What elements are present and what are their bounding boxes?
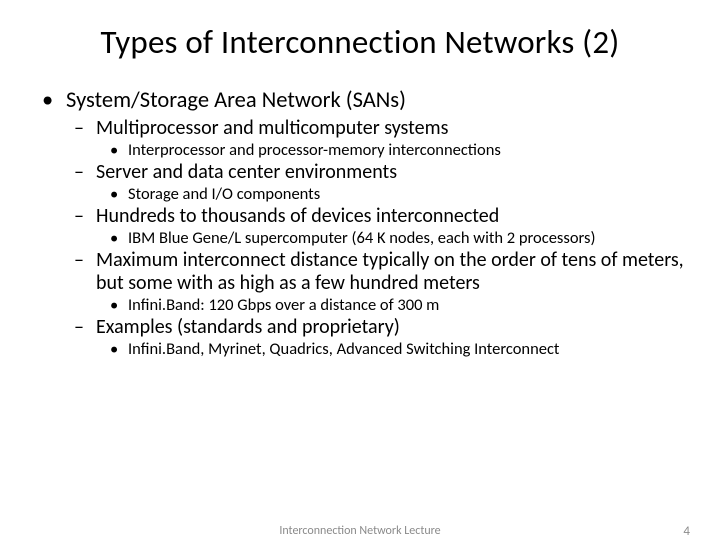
bullet-marker: • <box>110 141 128 160</box>
footer-text: Interconnection Network Lecture <box>0 524 720 538</box>
bullet-lvl2: – Hundreds to thousands of devices inter… <box>74 205 690 228</box>
bullet-lvl2: – Maximum interconnect distance typicall… <box>74 249 690 295</box>
bullet-text: Storage and I/O components <box>128 185 320 204</box>
bullet-text: Server and data center environments <box>96 161 397 184</box>
bullet-marker: – <box>74 205 96 228</box>
bullet-lvl3: • IBM Blue Gene/L supercomputer (64 K no… <box>110 229 690 248</box>
bullet-marker: • <box>110 185 128 204</box>
bullet-marker: • <box>42 88 66 114</box>
page-number: 4 <box>683 524 690 539</box>
bullet-lvl1: • System/Storage Area Network (SANs) <box>42 88 690 114</box>
bullet-lvl3: • Storage and I/O components <box>110 185 690 204</box>
bullet-lvl2: – Multiprocessor and multicomputer syste… <box>74 117 690 140</box>
bullet-marker: • <box>110 229 128 248</box>
bullet-text: Maximum interconnect distance typically … <box>96 249 690 295</box>
bullet-marker: • <box>110 296 128 315</box>
slide-body: • System/Storage Area Network (SANs) – M… <box>30 88 690 359</box>
bullet-marker: – <box>74 249 96 295</box>
bullet-lvl2: – Examples (standards and proprietary) <box>74 316 690 339</box>
bullet-text: Examples (standards and proprietary) <box>96 316 400 339</box>
bullet-text: Interprocessor and processor-memory inte… <box>128 141 501 160</box>
bullet-lvl3: • Infini.Band, Myrinet, Quadrics, Advanc… <box>110 340 690 359</box>
bullet-text: Infini.Band, Myrinet, Quadrics, Advanced… <box>128 340 559 359</box>
bullet-text: Hundreds to thousands of devices interco… <box>96 205 499 228</box>
bullet-lvl2: – Server and data center environments <box>74 161 690 184</box>
bullet-marker: – <box>74 117 96 140</box>
bullet-text: System/Storage Area Network (SANs) <box>66 88 406 114</box>
slide: Types of Interconnection Networks (2) • … <box>0 0 720 540</box>
bullet-text: Multiprocessor and multicomputer systems <box>96 117 448 140</box>
bullet-marker: – <box>74 161 96 184</box>
bullet-text: IBM Blue Gene/L supercomputer (64 K node… <box>128 229 595 248</box>
slide-title: Types of Interconnection Networks (2) <box>30 22 690 62</box>
bullet-marker: • <box>110 340 128 359</box>
bullet-lvl3: • Infini.Band: 120 Gbps over a distance … <box>110 296 690 315</box>
bullet-lvl3: • Interprocessor and processor-memory in… <box>110 141 690 160</box>
bullet-marker: – <box>74 316 96 339</box>
bullet-text: Infini.Band: 120 Gbps over a distance of… <box>128 296 439 315</box>
